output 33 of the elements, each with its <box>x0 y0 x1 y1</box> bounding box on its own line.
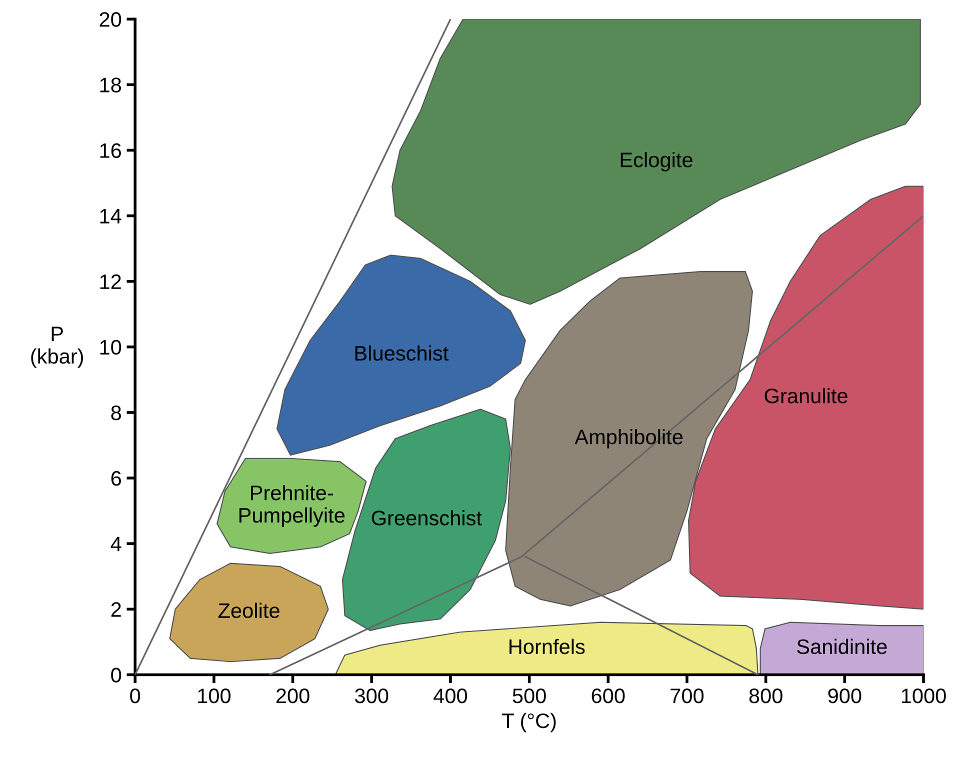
y-tick-label: 0 <box>111 668 122 682</box>
y-tick-label: 20 <box>100 12 122 27</box>
series-label: Amphibolite <box>574 429 683 448</box>
y-tick-label: 14 <box>100 209 122 224</box>
y-tick-label: 2 <box>111 602 121 617</box>
x-tick-label: 400 <box>434 688 468 704</box>
x-tick-label: 700 <box>670 688 704 704</box>
y-tick-label: 6 <box>111 471 121 486</box>
y-axis-title: P (kbar) <box>31 326 83 368</box>
x-tick-label: 200 <box>276 688 310 704</box>
series-label: Zeolite <box>218 602 280 618</box>
x-tick-label: 500 <box>512 688 546 704</box>
y-tick-label: 10 <box>100 340 122 355</box>
series-label: Sanidinite <box>797 638 887 654</box>
x-tick-label: 100 <box>198 688 231 704</box>
y-tick-label: 16 <box>100 143 121 158</box>
series-label: Blueschist <box>355 345 449 361</box>
series-label: Prehnite- Pumpellyite <box>239 484 345 527</box>
y-tick-label: 12 <box>100 274 121 289</box>
series-label: Hornfels <box>510 638 585 654</box>
series-label: Eclogite <box>620 152 692 172</box>
x-tick-label: 1000 <box>902 688 946 704</box>
x-tick-label: 300 <box>355 688 388 704</box>
y-tick-label: 4 <box>110 536 122 552</box>
series-label: Granulite <box>764 388 848 404</box>
series-label: Greenschist <box>372 510 482 526</box>
y-tick-label: 8 <box>111 405 121 420</box>
y-tick-label: 18 <box>100 78 121 92</box>
x-axis-title: T (°C) <box>502 712 556 732</box>
x-tick-label: 900 <box>828 688 862 704</box>
x-tick-label: 600 <box>592 688 625 704</box>
x-tick-label: 0 <box>130 688 140 704</box>
x-tick-label: 800 <box>749 688 782 704</box>
